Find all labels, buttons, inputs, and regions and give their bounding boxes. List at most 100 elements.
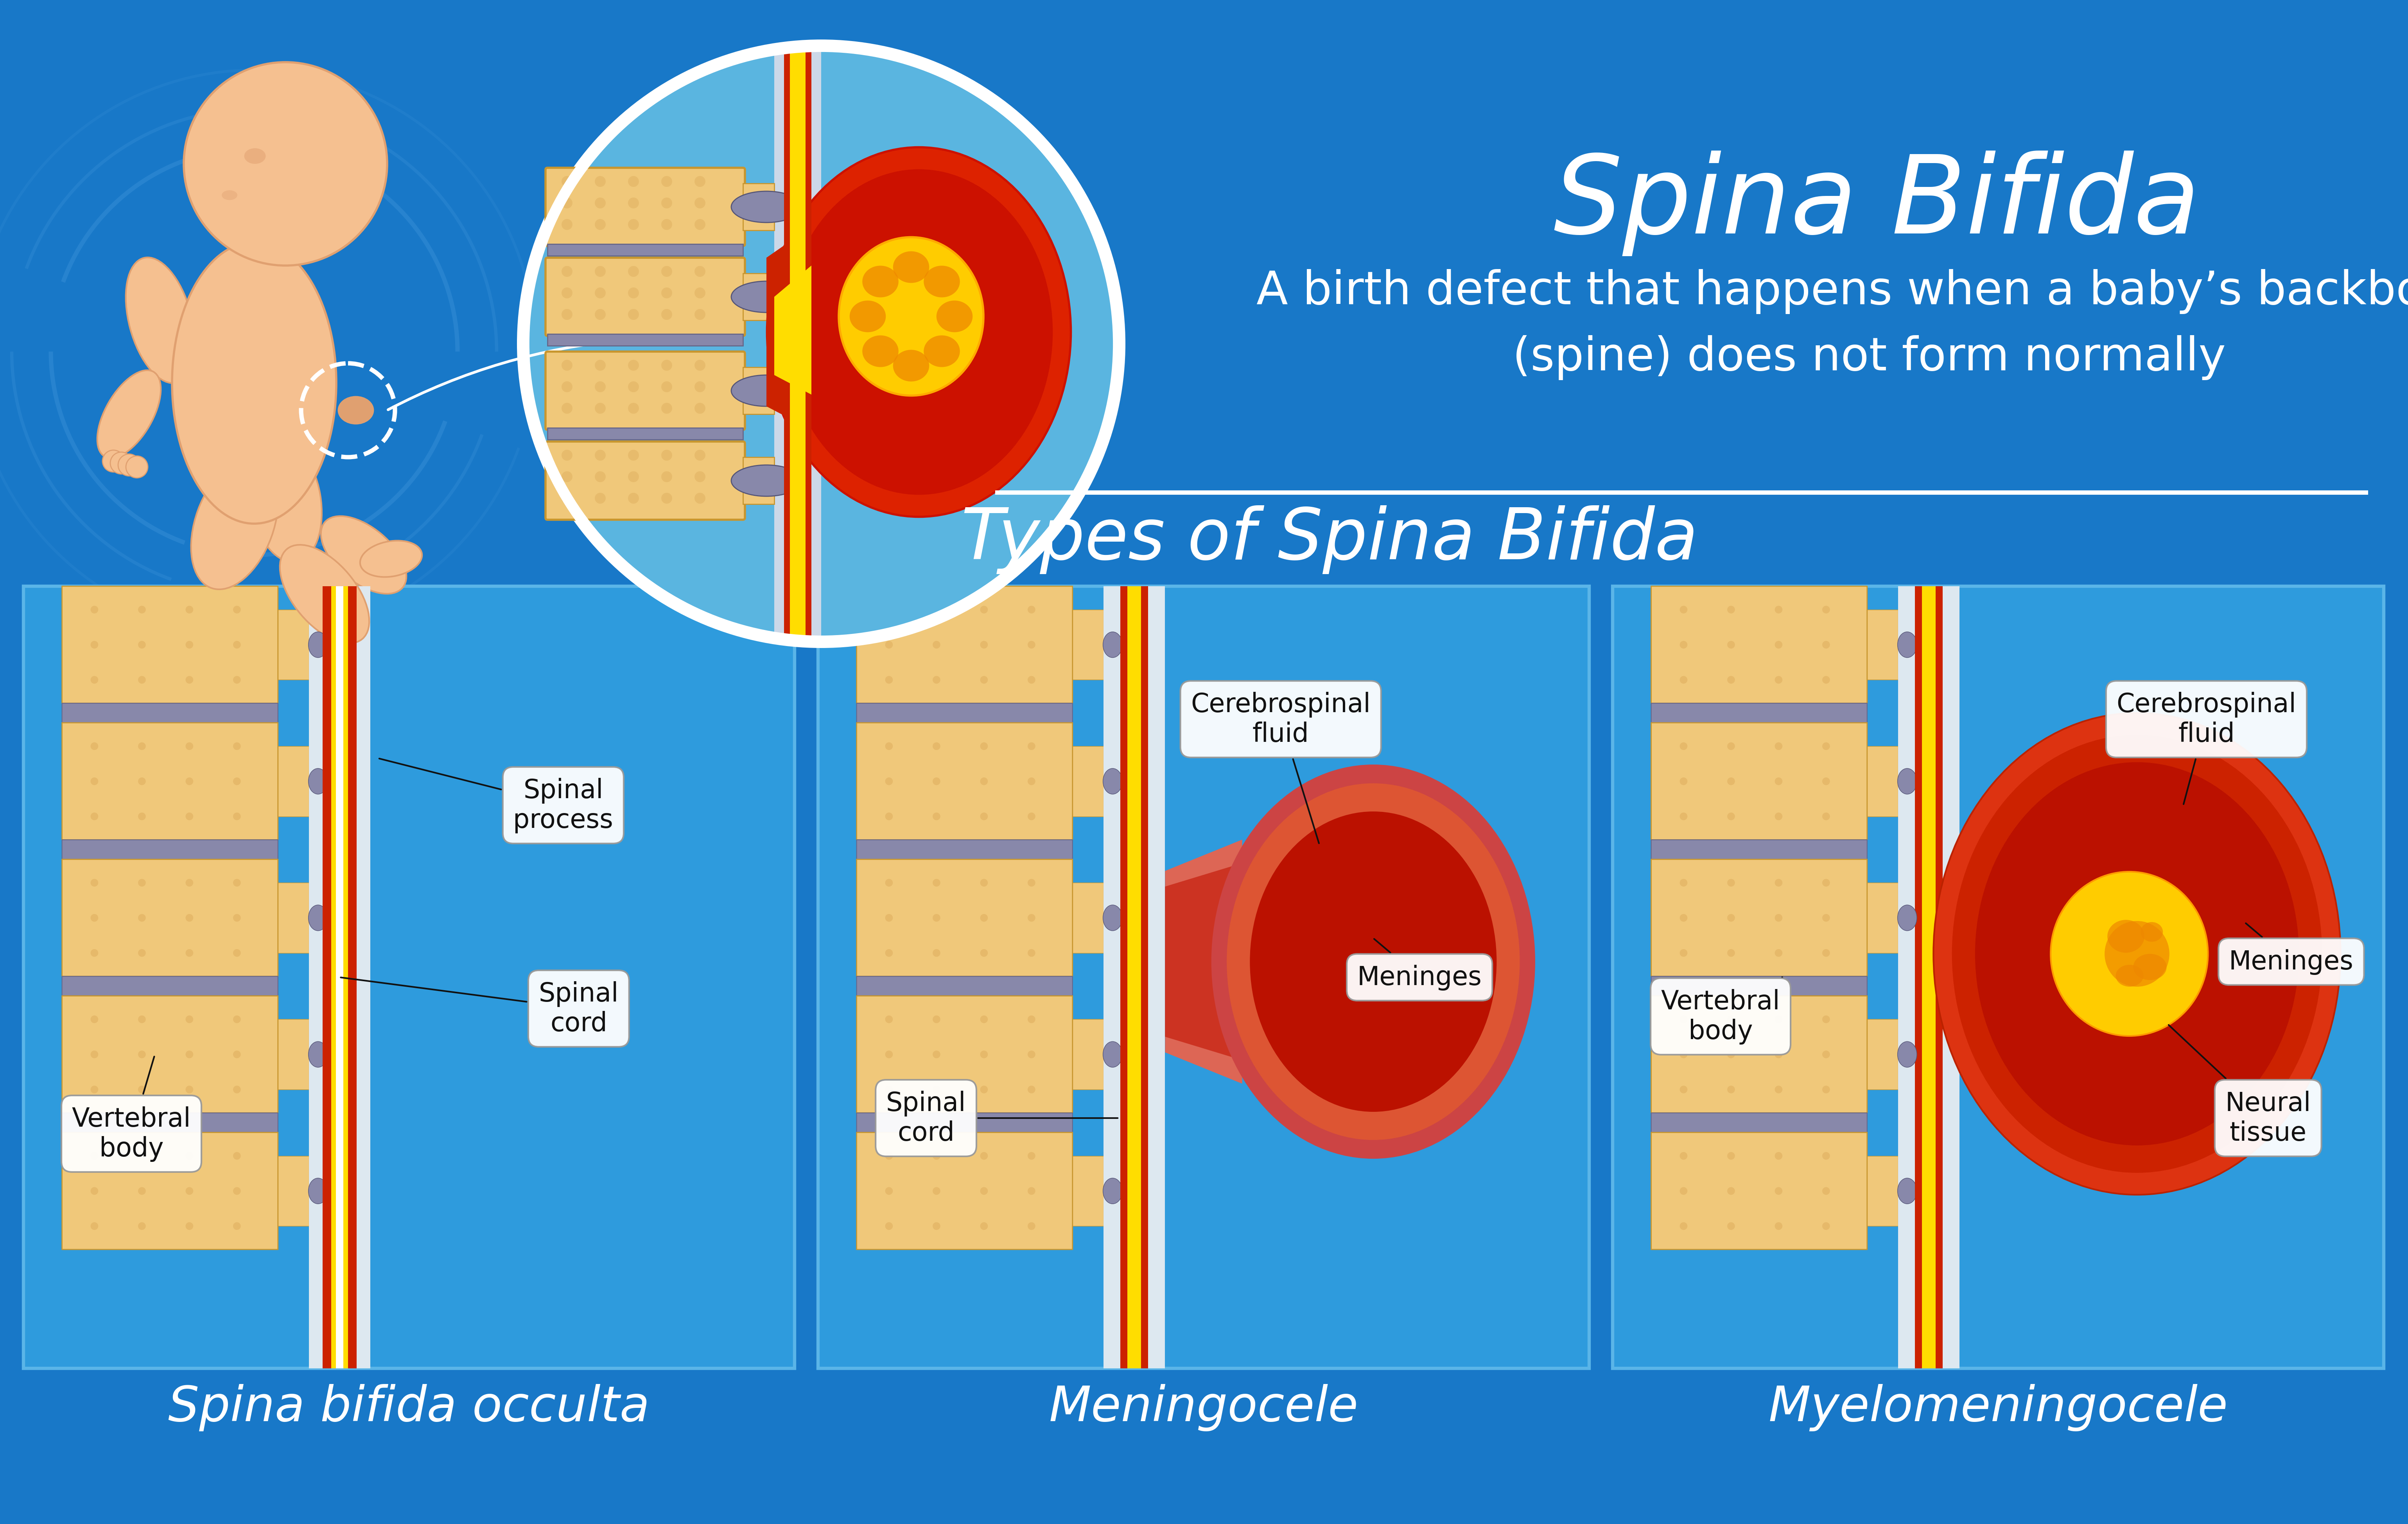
Circle shape [980, 949, 987, 957]
Circle shape [1727, 607, 1734, 614]
Circle shape [628, 177, 638, 187]
Ellipse shape [1898, 1042, 1917, 1067]
Circle shape [886, 607, 893, 614]
Circle shape [1775, 949, 1782, 957]
FancyBboxPatch shape [1652, 1113, 1866, 1132]
Bar [547, 334, 744, 346]
Ellipse shape [1103, 1042, 1122, 1067]
FancyBboxPatch shape [547, 258, 744, 337]
Ellipse shape [308, 1029, 364, 1081]
Circle shape [561, 450, 573, 460]
Circle shape [694, 402, 706, 415]
Circle shape [111, 453, 132, 474]
Circle shape [1681, 1152, 1688, 1160]
Circle shape [234, 1085, 241, 1094]
Circle shape [628, 471, 638, 483]
Text: Spinal
cord: Spinal cord [886, 1090, 1117, 1146]
FancyBboxPatch shape [1652, 587, 1866, 704]
Circle shape [1028, 949, 1035, 957]
Circle shape [662, 309, 672, 320]
Ellipse shape [361, 541, 421, 578]
Circle shape [561, 492, 573, 504]
Ellipse shape [1103, 905, 1122, 931]
Circle shape [92, 777, 99, 785]
Circle shape [561, 360, 573, 370]
Circle shape [932, 879, 942, 887]
Bar [744, 367, 775, 415]
FancyBboxPatch shape [857, 840, 1072, 860]
Circle shape [595, 402, 607, 415]
Circle shape [628, 492, 638, 504]
FancyBboxPatch shape [63, 722, 277, 840]
Circle shape [628, 198, 638, 209]
Circle shape [92, 1085, 99, 1094]
Circle shape [561, 381, 573, 393]
Circle shape [694, 177, 706, 187]
Ellipse shape [308, 1178, 327, 1204]
Circle shape [561, 198, 573, 209]
Circle shape [1727, 677, 1734, 684]
Circle shape [137, 914, 147, 922]
Circle shape [628, 450, 638, 460]
Ellipse shape [893, 351, 929, 383]
Circle shape [694, 309, 706, 320]
Circle shape [561, 288, 573, 299]
Circle shape [1681, 879, 1688, 887]
Text: A birth defect that happens when a baby’s backbone
(spine) does not form normall: A birth defect that happens when a baby’… [1257, 270, 2408, 379]
Ellipse shape [1934, 713, 2341, 1195]
Circle shape [886, 879, 893, 887]
Circle shape [694, 219, 706, 230]
Circle shape [980, 914, 987, 922]
Circle shape [932, 1222, 942, 1230]
Circle shape [932, 1050, 942, 1058]
FancyBboxPatch shape [547, 168, 744, 247]
Circle shape [137, 677, 147, 684]
FancyBboxPatch shape [1652, 722, 1866, 840]
Circle shape [1727, 812, 1734, 820]
FancyBboxPatch shape [63, 1132, 277, 1250]
Ellipse shape [1898, 632, 1917, 658]
Ellipse shape [1103, 768, 1122, 794]
Circle shape [92, 914, 99, 922]
Circle shape [595, 381, 607, 393]
Circle shape [1727, 742, 1734, 750]
Circle shape [662, 402, 672, 415]
Circle shape [92, 742, 99, 750]
Ellipse shape [2052, 872, 2208, 1036]
Bar [1072, 1020, 1103, 1090]
Circle shape [137, 1050, 147, 1058]
Circle shape [1028, 607, 1035, 614]
Bar [1914, 587, 1943, 821]
Ellipse shape [308, 1042, 327, 1067]
Circle shape [1727, 949, 1734, 957]
Circle shape [1775, 1222, 1782, 1230]
Circle shape [932, 742, 942, 750]
Circle shape [886, 1187, 893, 1195]
Circle shape [662, 288, 672, 299]
Circle shape [92, 949, 99, 957]
Ellipse shape [193, 165, 224, 212]
Circle shape [980, 812, 987, 820]
Ellipse shape [2133, 954, 2167, 980]
Text: Spina Bifida: Spina Bifida [1553, 151, 2201, 256]
Bar [790, 50, 807, 637]
Circle shape [185, 1152, 193, 1160]
Circle shape [980, 1085, 987, 1094]
Circle shape [234, 1187, 241, 1195]
Circle shape [628, 219, 638, 230]
Circle shape [137, 812, 147, 820]
Circle shape [886, 914, 893, 922]
Circle shape [1028, 914, 1035, 922]
Circle shape [1823, 914, 1830, 922]
FancyBboxPatch shape [1652, 997, 1866, 1113]
Circle shape [234, 914, 241, 922]
Circle shape [595, 177, 607, 187]
Ellipse shape [732, 192, 802, 223]
Circle shape [234, 1222, 241, 1230]
Circle shape [595, 267, 607, 277]
Circle shape [980, 1222, 987, 1230]
Circle shape [1775, 812, 1782, 820]
Circle shape [980, 642, 987, 649]
Circle shape [662, 450, 672, 460]
Circle shape [1823, 879, 1830, 887]
